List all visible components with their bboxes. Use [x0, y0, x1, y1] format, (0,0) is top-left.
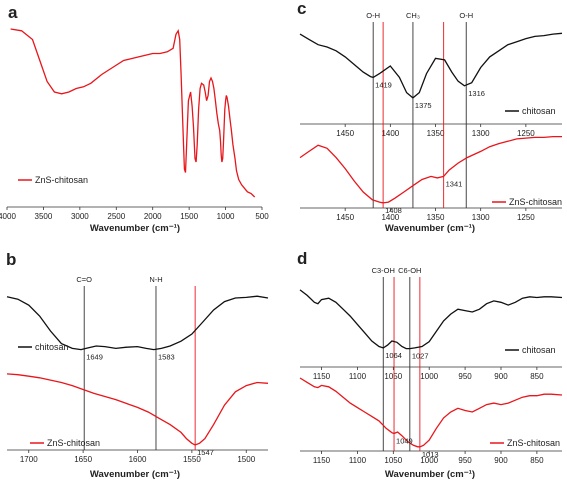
legend-label: chitosan — [522, 106, 556, 116]
peak-assignment-label: C=O — [76, 275, 92, 284]
x-tick-label: 1150 — [313, 372, 331, 381]
x-tick-label: 1500 — [180, 212, 198, 221]
x-axis-title: Wavenumber (cm⁻¹) — [385, 469, 475, 480]
peak-value-label: 1027 — [412, 352, 429, 361]
x-tick-label: 1700 — [20, 455, 38, 464]
x-tick-label: 3000 — [71, 212, 89, 221]
x-axis-title: Wavenumber (cm⁻¹) — [90, 223, 180, 234]
panel-label: d — [297, 249, 307, 268]
peak-value-label: 1583 — [158, 353, 175, 362]
x-tick-label: 950 — [458, 372, 472, 381]
x-tick-label: 3500 — [35, 212, 53, 221]
legend-label: ZnS-chitosan — [47, 438, 100, 448]
x-tick-label: 1350 — [427, 129, 445, 138]
x-tick-label: 1250 — [517, 129, 535, 138]
peak-value-label: 1419 — [375, 80, 392, 89]
x-tick-label: 1050 — [384, 456, 402, 465]
peak-value-label: 1547 — [197, 448, 214, 457]
x-tick-label: 850 — [530, 456, 544, 465]
peak-value-label: 1316 — [468, 89, 485, 98]
series-line-chitosan — [6, 295, 269, 351]
x-tick-label: 1400 — [381, 129, 399, 138]
series-line-zns-chitosan — [299, 377, 563, 448]
x-tick-label: 1400 — [381, 213, 399, 222]
x-tick-label: 500 — [255, 212, 269, 221]
peak-assignment-label: O-H — [459, 11, 473, 20]
x-tick-label: 1550 — [183, 455, 201, 464]
peak-value-label: 1375 — [415, 101, 432, 110]
x-tick-label: 1450 — [336, 213, 354, 222]
legend-label: ZnS-chitosan — [507, 438, 560, 448]
x-tick-label: 1000 — [420, 456, 438, 465]
x-tick-label: 1000 — [420, 372, 438, 381]
peak-assignment-label: CH₃ — [406, 11, 420, 20]
x-tick-label: 1150 — [313, 456, 331, 465]
series-line-zns-chitosan — [299, 135, 562, 204]
x-tick-label: 2500 — [107, 212, 125, 221]
peak-assignment-label: O-H — [366, 11, 380, 20]
x-tick-label: 1350 — [427, 213, 445, 222]
panel-label: b — [6, 250, 16, 269]
series-line-zns-chitosan — [10, 28, 256, 198]
x-tick-label: 4000 — [0, 212, 16, 221]
peak-value-label: 1649 — [86, 353, 103, 362]
x-tick-label: 850 — [530, 372, 544, 381]
peak-value-label: 1408 — [385, 206, 402, 215]
x-tick-label: 1000 — [217, 212, 235, 221]
x-tick-label: 1300 — [472, 129, 490, 138]
x-tick-label: 2000 — [144, 212, 162, 221]
panel-label: c — [297, 0, 306, 18]
x-axis-title: Wavenumber (cm⁻¹) — [385, 223, 475, 234]
legend-label: ZnS-chitosan — [509, 197, 562, 207]
x-tick-label: 1600 — [129, 455, 147, 464]
x-tick-label: 900 — [494, 456, 508, 465]
x-tick-label: 1450 — [336, 129, 354, 138]
x-tick-label: 950 — [458, 456, 472, 465]
legend-label: chitosan — [35, 342, 69, 352]
peak-value-label: 1064 — [385, 351, 402, 360]
peak-value-label: 1341 — [446, 179, 463, 188]
peak-value-label: 1049 — [396, 436, 413, 445]
series-line-zns-chitosan — [6, 373, 269, 446]
x-tick-label: 1250 — [517, 213, 535, 222]
x-tick-label: 1300 — [472, 213, 490, 222]
x-tick-label: 1500 — [237, 455, 255, 464]
peak-value-label: 1013 — [422, 450, 439, 459]
legend-label: ZnS-chitosan — [35, 175, 88, 185]
legend-label: chitosan — [522, 345, 556, 355]
peak-assignment-label: N-H — [149, 275, 162, 284]
peak-assignment-label: C6-OH — [398, 266, 421, 275]
peak-assignment-label: C3-OH — [372, 266, 395, 275]
x-tick-label: 1100 — [349, 372, 367, 381]
x-tick-label: 1100 — [349, 456, 367, 465]
x-tick-label: 900 — [494, 372, 508, 381]
panel-label: a — [8, 3, 18, 22]
x-axis-title: Wavenumber (cm⁻¹) — [90, 469, 180, 480]
series-line-chitosan — [299, 289, 563, 350]
series-line-chitosan — [299, 32, 563, 99]
x-tick-label: 1650 — [74, 455, 92, 464]
